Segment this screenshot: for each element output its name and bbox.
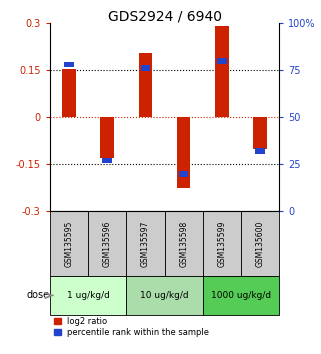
Bar	[50, 211, 88, 276]
Text: 1 ug/kg/d: 1 ug/kg/d	[66, 291, 109, 300]
Bar	[126, 211, 164, 276]
Bar	[164, 211, 203, 276]
Bar	[254, 117, 267, 149]
Bar	[203, 211, 241, 276]
Bar	[141, 65, 150, 71]
Bar	[215, 26, 229, 117]
Bar	[179, 171, 188, 177]
Text: GSM135600: GSM135600	[256, 221, 265, 267]
Legend: log2 ratio, percentile rank within the sample: log2 ratio, percentile rank within the s…	[54, 317, 209, 337]
Bar	[177, 117, 190, 188]
Bar	[139, 53, 152, 117]
Text: 10 ug/kg/d: 10 ug/kg/d	[140, 291, 189, 300]
Text: 1000 ug/kg/d: 1000 ug/kg/d	[211, 291, 271, 300]
Text: GSM135599: GSM135599	[217, 221, 226, 267]
Bar	[62, 69, 75, 117]
Bar	[203, 276, 279, 315]
Bar	[88, 211, 126, 276]
Bar	[50, 276, 126, 315]
Bar	[102, 158, 112, 164]
Bar	[64, 62, 74, 67]
Bar	[256, 148, 265, 154]
Bar	[100, 117, 114, 158]
Text: GSM135598: GSM135598	[179, 221, 188, 267]
Text: dose: dose	[27, 290, 50, 301]
Bar	[241, 211, 279, 276]
Text: GSM135596: GSM135596	[103, 221, 112, 267]
Bar	[126, 276, 203, 315]
Text: GSM135597: GSM135597	[141, 221, 150, 267]
Title: GDS2924 / 6940: GDS2924 / 6940	[108, 9, 221, 23]
Text: GSM135595: GSM135595	[65, 221, 74, 267]
Bar	[217, 58, 227, 63]
